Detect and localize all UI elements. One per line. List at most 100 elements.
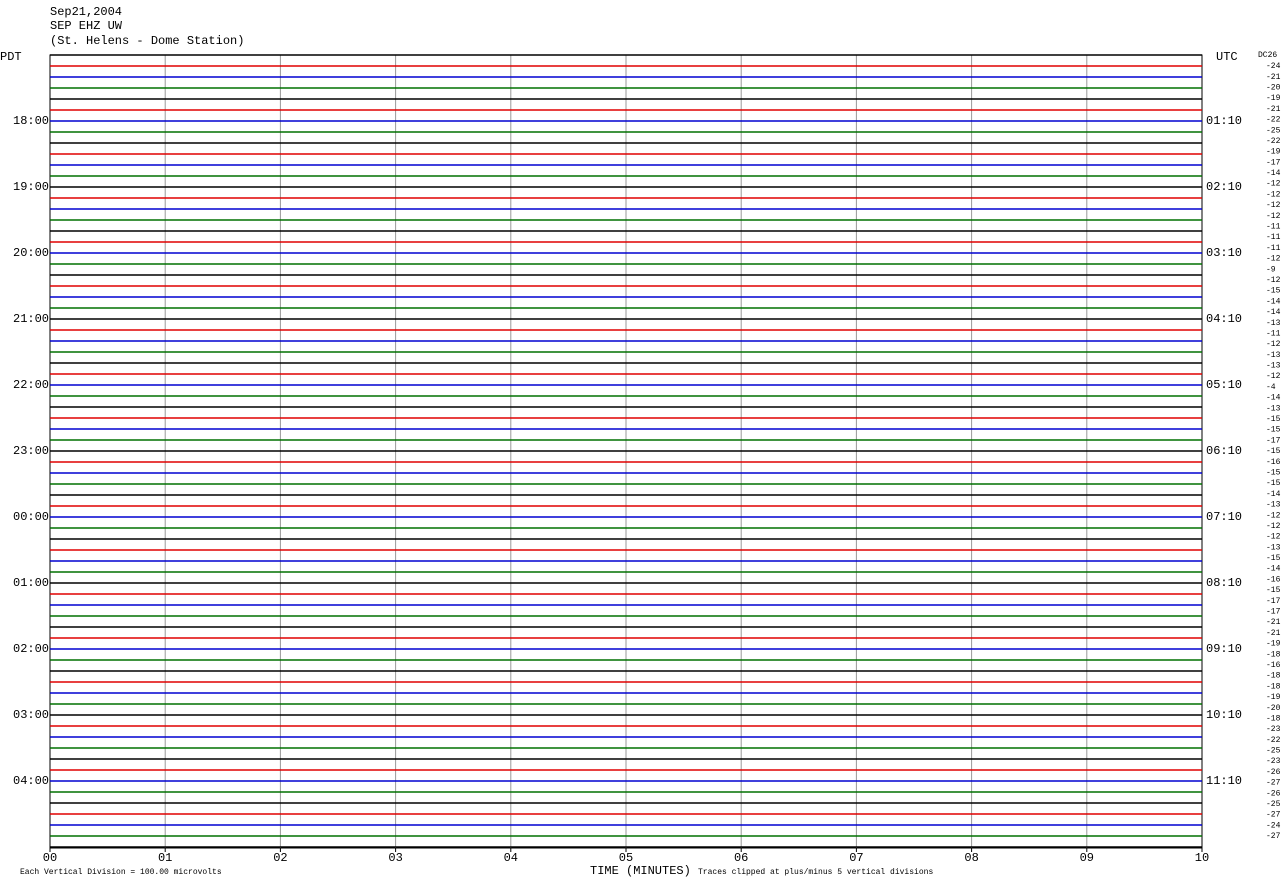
scale-note: Each Vertical Division = 100.00 microvol… (20, 868, 222, 877)
dc-offset: -25 (1266, 126, 1281, 135)
x-tick-label: 01 (158, 851, 172, 865)
dc-offset: -26 (1266, 768, 1281, 777)
dc-offset: -15 (1266, 479, 1281, 488)
utc-label: 02:10 (1206, 180, 1242, 194)
dc-offset: -15 (1266, 554, 1281, 563)
dc-offset: -18 (1266, 714, 1281, 723)
dc-offset: -22 (1266, 116, 1281, 125)
x-tick-label: 06 (734, 851, 748, 865)
right-axis-title: UTC (1216, 50, 1238, 64)
dc-offset: -15 (1266, 287, 1281, 296)
dc-offset: -19 (1266, 94, 1281, 103)
pdt-label: 00:00 (13, 510, 49, 524)
pdt-label: 18:00 (13, 114, 49, 128)
dc-offset: -17 (1266, 158, 1281, 167)
pdt-label: 04:00 (13, 774, 49, 788)
dc-offset: -13 (1266, 501, 1281, 510)
dc-offset: -13 (1266, 543, 1281, 552)
dc-offset: -12 (1266, 340, 1281, 349)
x-tick-label: 00 (43, 851, 57, 865)
dc-offset: -26 (1266, 789, 1281, 798)
dc-offset: -13 (1266, 319, 1281, 328)
dc-offset: -13 (1266, 362, 1281, 371)
x-tick-label: 05 (619, 851, 633, 865)
dc-offset: -25 (1266, 747, 1281, 756)
x-tick-label: 07 (849, 851, 863, 865)
dc-offset: -15 (1266, 586, 1281, 595)
dc-offset: -20 (1266, 704, 1281, 713)
dc-offset: -9 (1266, 265, 1276, 274)
dc-offset: -14 (1266, 169, 1281, 178)
dc-offset: -12 (1266, 255, 1281, 264)
utc-label: 03:10 (1206, 246, 1242, 260)
dc-offset: -19 (1266, 693, 1281, 702)
dc-offset: -14 (1266, 308, 1281, 317)
dc-offset: -4 (1266, 383, 1276, 392)
dc-offset: -12 (1266, 372, 1281, 381)
utc-label: 04:10 (1206, 312, 1242, 326)
dc-offset: -12 (1266, 511, 1281, 520)
utc-label: 06:10 (1206, 444, 1242, 458)
dc-offset: -12 (1266, 533, 1281, 542)
dc-offset: -21 (1266, 73, 1281, 82)
dc-offset: -14 (1266, 394, 1281, 403)
dc-offset: -16 (1266, 575, 1281, 584)
pdt-label: 02:00 (13, 642, 49, 656)
x-tick-label: 04 (504, 851, 518, 865)
pdt-label: 21:00 (13, 312, 49, 326)
dc-offset: -21 (1266, 629, 1281, 638)
utc-label: 07:10 (1206, 510, 1242, 524)
utc-label: 05:10 (1206, 378, 1242, 392)
pdt-label: 01:00 (13, 576, 49, 590)
dc-offset: -20 (1266, 83, 1281, 92)
dc-offset: -14 (1266, 490, 1281, 499)
x-tick-label: 10 (1195, 851, 1209, 865)
dc-offset: -15 (1266, 426, 1281, 435)
dc-offset: -12 (1266, 180, 1281, 189)
dc-offset: -27 (1266, 779, 1281, 788)
pdt-label: 23:00 (13, 444, 49, 458)
dc-offset: -16 (1266, 458, 1281, 467)
x-tick-label: 08 (964, 851, 978, 865)
dc-offset: -14 (1266, 297, 1281, 306)
dc-offset: -12 (1266, 201, 1281, 210)
clip-note: Traces clipped at plus/minus 5 vertical … (698, 868, 933, 877)
header-line: Sep21,2004 (50, 5, 122, 19)
dc-offset: -16 (1266, 661, 1281, 670)
dc-offset: -11 (1266, 223, 1281, 232)
dc-offset: -21 (1266, 105, 1281, 114)
x-tick-label: 02 (273, 851, 287, 865)
dc-offset: -14 (1266, 565, 1281, 574)
x-tick-label: 03 (388, 851, 402, 865)
x-tick-label: 09 (1080, 851, 1094, 865)
dc-offset: -12 (1266, 212, 1281, 221)
dc-offset: -12 (1266, 276, 1281, 285)
dc-offset: -13 (1266, 404, 1281, 413)
dc-offset: -11 (1266, 244, 1281, 253)
left-axis-title: PDT (0, 50, 22, 64)
dc-offset: -17 (1266, 597, 1281, 606)
dc-offset: -25 (1266, 800, 1281, 809)
dc-offset: -18 (1266, 682, 1281, 691)
x-axis-label: TIME (MINUTES) (590, 864, 691, 878)
dc-offset: -13 (1266, 351, 1281, 360)
pdt-label: 03:00 (13, 708, 49, 722)
dc-offset: -23 (1266, 725, 1281, 734)
utc-label: 01:10 (1206, 114, 1242, 128)
dc-offset: -22 (1266, 137, 1281, 146)
dc-offset: -22 (1266, 736, 1281, 745)
pdt-label: 19:00 (13, 180, 49, 194)
dc-offset: -27 (1266, 811, 1281, 820)
dc-offset: -17 (1266, 436, 1281, 445)
dc-offset: -27 (1266, 832, 1281, 841)
dc-offset: -11 (1266, 329, 1281, 338)
dc-offset: -11 (1266, 233, 1281, 242)
dc-offset: -21 (1266, 618, 1281, 627)
header-line: (St. Helens - Dome Station) (50, 34, 244, 48)
dc-title: DC26 (1258, 51, 1277, 60)
dc-offset: -17 (1266, 608, 1281, 617)
utc-label: 10:10 (1206, 708, 1242, 722)
pdt-label: 22:00 (13, 378, 49, 392)
